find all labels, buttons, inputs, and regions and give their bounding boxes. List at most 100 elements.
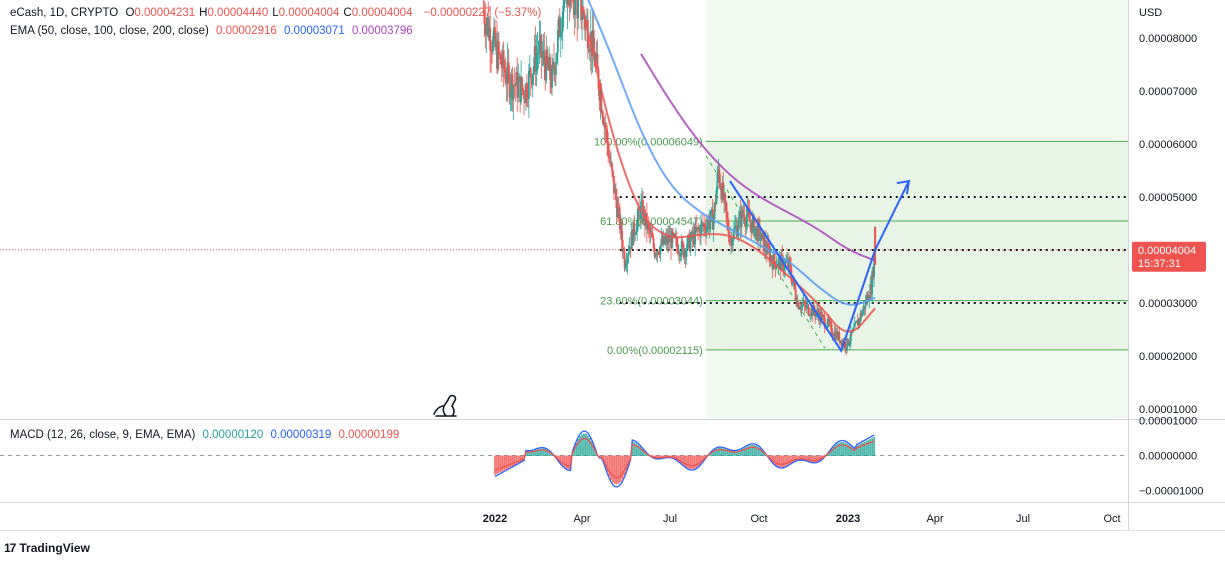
price-tick-label: 0.00002000 <box>1139 351 1197 363</box>
candle-body <box>768 248 771 262</box>
candle-body <box>532 65 535 74</box>
candle-body <box>545 49 548 81</box>
macd-histogram-bar <box>681 455 684 465</box>
candle-body <box>524 99 526 104</box>
candle-body <box>559 33 562 37</box>
candle-body <box>779 257 782 271</box>
macd-histogram-bar <box>730 450 732 456</box>
candle-body <box>732 238 734 246</box>
price-tick-label: 0.00003000 <box>1139 298 1197 310</box>
macd-histogram-bar <box>743 447 746 456</box>
macd-histogram-bar <box>863 441 866 456</box>
macd-histogram-bar <box>819 455 821 462</box>
macd-histogram-bar <box>515 455 518 465</box>
candle-body <box>522 89 524 91</box>
candle-body <box>655 254 658 256</box>
candle-body <box>500 64 503 68</box>
candle-body <box>823 317 826 328</box>
macd-histogram-bar <box>735 450 738 456</box>
price-tick-label: 0.00001000 <box>1139 404 1197 416</box>
candlestick-series <box>482 0 877 356</box>
candle-body <box>651 237 654 239</box>
candle-body <box>636 218 639 232</box>
macd-histogram-bar <box>685 455 688 468</box>
macd-histogram-bar <box>614 455 616 484</box>
candle-body <box>517 81 520 98</box>
macd-histogram-bar <box>689 455 692 470</box>
macd-histogram-bar <box>776 455 779 467</box>
candle-body <box>628 247 631 254</box>
symbol-title: eCash, 1D, CRYPTO <box>10 7 119 19</box>
candle-body <box>805 304 808 308</box>
candle-body <box>838 332 841 342</box>
candle-body <box>681 240 684 245</box>
candle-body <box>708 221 711 230</box>
candle-body <box>798 308 801 310</box>
macd-histogram-bar <box>739 449 742 456</box>
candle-body <box>673 234 676 238</box>
candle-body <box>665 236 668 241</box>
candle-body <box>637 207 640 219</box>
macd-histogram-bar <box>761 449 763 456</box>
macd-histogram-bar <box>741 448 744 456</box>
macd-histogram-bar <box>687 455 690 469</box>
candle-body <box>853 322 856 328</box>
candle-body <box>556 30 559 53</box>
candle-body <box>717 169 720 174</box>
macd-histogram-bar <box>499 455 502 473</box>
candle-body <box>671 231 673 249</box>
candle-body <box>869 284 872 300</box>
candle-body <box>664 240 667 244</box>
candle-body <box>507 61 510 72</box>
candle-body <box>572 0 575 5</box>
candle-body <box>520 77 523 102</box>
price-tick-label: 0.00005000 <box>1139 192 1197 204</box>
candle-body <box>506 61 509 84</box>
candle-body <box>656 251 659 256</box>
macd-histogram-bar <box>811 455 814 463</box>
candle-body <box>780 254 783 271</box>
candle-body <box>701 223 703 225</box>
macd-histogram-bar <box>817 455 819 463</box>
ohlc-key-o: O <box>125 7 135 19</box>
candle-body <box>592 30 595 52</box>
candle-body <box>492 35 494 52</box>
macd-histogram-bar <box>855 445 858 456</box>
candle-body <box>605 128 608 130</box>
candle-body <box>670 235 672 249</box>
macd-histogram-bar <box>567 455 570 470</box>
macd-histogram-bar <box>720 447 723 456</box>
candle-body <box>553 62 555 70</box>
candle-body <box>835 331 838 340</box>
candle-body <box>662 235 665 245</box>
candle-body <box>861 311 864 317</box>
candle-body <box>737 217 740 230</box>
candle-body <box>608 155 611 158</box>
macd-histogram-bar <box>745 446 748 456</box>
candle-body <box>565 0 568 5</box>
candle-body <box>826 318 829 328</box>
macd-histogram-bar <box>803 455 806 461</box>
candle-body <box>652 238 655 248</box>
candle-body <box>705 225 708 233</box>
candle-body <box>740 209 743 228</box>
candle-body <box>514 85 517 87</box>
macd-histogram-bar <box>774 455 777 466</box>
tradingview-logo[interactable]: 17 TradingView <box>4 541 90 555</box>
candle-body <box>535 54 538 72</box>
macd-histogram-bar <box>791 455 794 463</box>
candle-body <box>757 222 759 241</box>
macd-histogram-bar <box>561 455 564 466</box>
candle-body <box>821 314 824 316</box>
price-tick-label: 0.00007000 <box>1139 86 1197 98</box>
macd-histogram-bar <box>815 455 817 463</box>
candle-body <box>771 261 774 270</box>
candle-body <box>577 0 580 19</box>
macd-histogram-bar <box>557 455 560 462</box>
macd-histogram-bar <box>797 455 800 461</box>
candle-body <box>657 251 660 254</box>
candle-body <box>570 0 573 1</box>
candle-body <box>797 302 800 310</box>
candle-body <box>590 31 593 56</box>
